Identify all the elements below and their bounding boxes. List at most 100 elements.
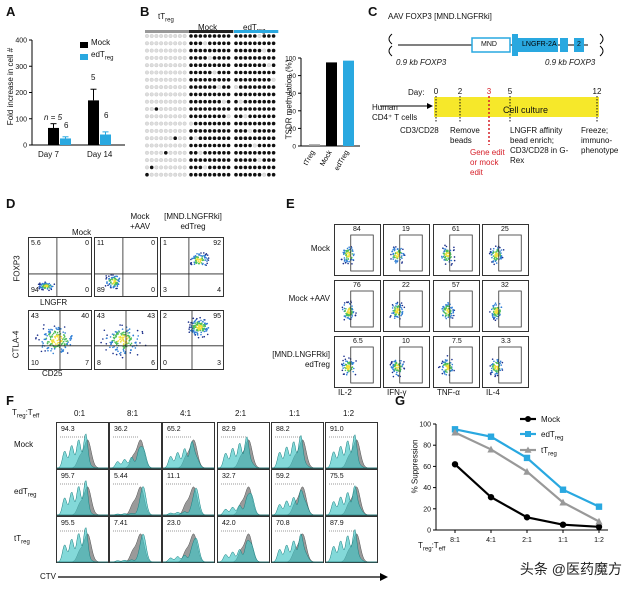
b-cpg-dot xyxy=(159,85,164,90)
flow-event xyxy=(352,310,355,313)
flow-plot-e: 57 xyxy=(433,280,480,332)
b-cpg-dot xyxy=(173,85,178,90)
b-ytick-label: 20 xyxy=(289,126,297,133)
flow-event xyxy=(344,358,347,361)
flow-event xyxy=(41,346,44,348)
b-cpg-dot xyxy=(182,128,187,133)
b-cpg-dot xyxy=(145,114,149,119)
b-cpg-dot xyxy=(267,92,271,97)
flow-event xyxy=(118,277,121,280)
flow-gate xyxy=(350,234,374,272)
b-cpg-dot xyxy=(208,85,212,89)
b-cpg-dot xyxy=(253,136,257,140)
histogram-ctv-peak xyxy=(109,533,161,563)
flow-event xyxy=(348,370,350,373)
b-cpg-dot xyxy=(238,172,243,177)
flow-event xyxy=(393,249,396,252)
quadrant-value: 4 xyxy=(217,287,221,294)
flow-event xyxy=(450,256,453,258)
b-cpg-dot xyxy=(262,63,267,67)
flow-event xyxy=(496,308,498,310)
flow-event xyxy=(392,305,394,307)
flow-event xyxy=(49,331,52,334)
flow-event xyxy=(36,334,39,336)
g-xtick-label: 1:2 xyxy=(594,537,604,544)
flow-event xyxy=(56,343,59,345)
flow-event xyxy=(442,305,445,308)
flow-event xyxy=(194,326,197,329)
b-cpg-dot xyxy=(271,85,276,89)
flow-event xyxy=(205,253,208,255)
b-cpg-dot xyxy=(189,99,193,104)
flow-event xyxy=(496,367,499,369)
flow-event xyxy=(492,368,495,371)
b-cpg-dot xyxy=(198,78,203,82)
flow-event xyxy=(129,343,132,346)
proliferation-value: 7.41 xyxy=(114,520,128,527)
flow-event xyxy=(109,346,111,349)
b-cpg-dot xyxy=(271,92,276,97)
flow-event xyxy=(445,250,448,253)
flow-event xyxy=(206,254,209,256)
b-cpg-dot xyxy=(226,136,231,140)
b-cpg-dot xyxy=(212,107,217,111)
flow-event xyxy=(402,252,405,255)
flow-event xyxy=(126,330,128,333)
quadrant-value: 0 xyxy=(163,360,167,367)
proliferation-value: 59.2 xyxy=(276,473,290,480)
b-cpg-dot xyxy=(154,143,159,148)
b-cpg-dot xyxy=(189,143,193,148)
flow-event xyxy=(495,370,498,372)
flow-event xyxy=(496,250,498,253)
panel-label-e: E xyxy=(286,196,295,211)
panel-label-g: G xyxy=(395,393,406,408)
flow-event xyxy=(391,250,394,253)
timeline-start: Human CD4⁺ T cells xyxy=(372,103,418,122)
b-cpg-dot xyxy=(189,129,193,133)
b-cpg-dot xyxy=(253,92,257,97)
flow-event xyxy=(136,338,139,340)
b-cpg-dot xyxy=(226,158,231,162)
flow-event xyxy=(120,351,122,354)
flow-event xyxy=(449,362,452,364)
b-cpg-dot xyxy=(168,158,173,163)
flow-event xyxy=(119,336,122,339)
flow-event xyxy=(490,373,492,376)
b-cpg-dot xyxy=(154,107,159,111)
b-cpg-dot xyxy=(217,165,221,170)
g-series-line xyxy=(454,431,600,523)
flow-event xyxy=(203,325,206,327)
flow-event xyxy=(446,359,448,361)
ctv-histogram: 11.1 xyxy=(162,469,215,516)
flow-plot-d: 1 92 3 4 xyxy=(160,237,224,297)
b-cpg-dot xyxy=(217,151,221,155)
b-cpg-dot xyxy=(243,92,248,97)
flow-event xyxy=(49,338,52,341)
b-cpg-dot xyxy=(243,99,248,104)
flow-event xyxy=(53,325,56,327)
flow-event xyxy=(445,364,447,366)
b-cpg-dot xyxy=(154,158,159,163)
b-cpg-dot xyxy=(149,70,154,75)
flow-event xyxy=(40,284,43,286)
b-cpg-dot xyxy=(271,41,276,46)
flow-event xyxy=(494,319,497,322)
flow-event xyxy=(105,342,108,345)
b-cpg-dot xyxy=(262,158,267,162)
flow-event xyxy=(201,336,204,338)
b-cpg-dot xyxy=(203,114,207,119)
b-cpg-dot xyxy=(207,55,212,60)
b-cpg-dot xyxy=(208,41,212,46)
flow-event xyxy=(402,248,404,251)
b-cpg-dot xyxy=(177,55,182,60)
flow-event xyxy=(447,303,450,305)
b-cpg-dot xyxy=(222,85,226,89)
flow-event xyxy=(200,319,202,322)
quadrant-value: 43 xyxy=(147,313,155,320)
flow-event xyxy=(390,362,393,364)
b-cpg-dot xyxy=(262,34,267,38)
b-cpg-dot xyxy=(149,114,154,119)
b-cpg-dot xyxy=(198,41,203,46)
b-cpg-dot xyxy=(149,92,154,97)
b-cpg-dot xyxy=(243,78,248,82)
